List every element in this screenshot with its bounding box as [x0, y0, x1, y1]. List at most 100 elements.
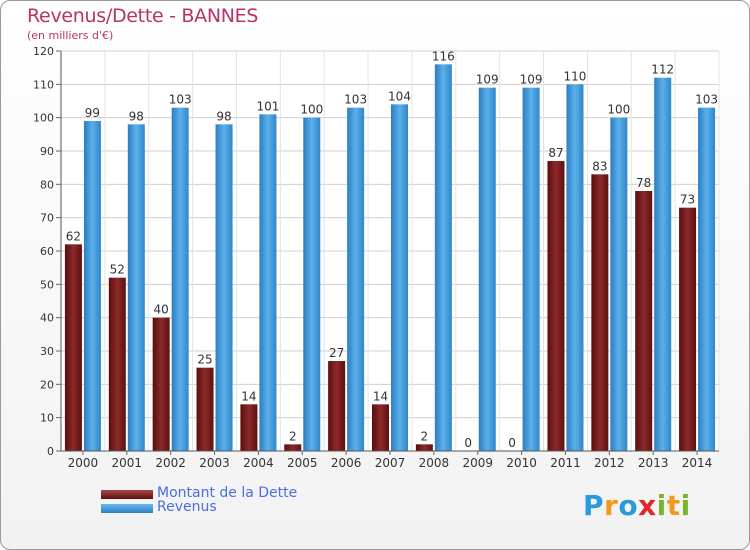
bar-revenus — [434, 64, 452, 452]
x-tick-label: 2009 — [462, 456, 493, 470]
bar-dette — [372, 404, 389, 451]
bar-dette — [635, 191, 653, 451]
bar-dette — [415, 444, 433, 451]
y-tick-label: 50 — [40, 278, 54, 291]
legend-label-revenus: Revenus — [157, 499, 217, 515]
bar-dette — [196, 367, 214, 451]
legend-label-dette: Montant de la Dette — [157, 485, 298, 501]
y-tick-label: 40 — [40, 312, 54, 325]
data-label-revenus: 116 — [432, 49, 455, 63]
x-tick-label: 2010 — [506, 456, 537, 470]
y-tick-label: 90 — [40, 145, 54, 158]
data-label-dette: 27 — [329, 346, 344, 360]
y-tick-label: 0 — [47, 445, 54, 458]
bar-dette — [679, 207, 697, 451]
grid-lines — [60, 50, 720, 452]
y-tick-label: 10 — [40, 412, 54, 425]
x-tick-label: 2005 — [287, 456, 318, 470]
x-tick-label: 2003 — [199, 456, 230, 470]
data-label-dette: 87 — [548, 146, 563, 160]
data-label-dette: 2 — [421, 429, 429, 443]
data-label-revenus: 103 — [344, 93, 367, 107]
x-tick-label: 2000 — [68, 456, 99, 470]
data-label-dette: 83 — [592, 159, 607, 173]
data-label-revenus: 109 — [476, 73, 499, 87]
x-tick-label: 2002 — [155, 456, 186, 470]
x-tick-label: 2013 — [638, 456, 669, 470]
bar-revenus — [127, 124, 145, 451]
y-tick-label: 60 — [40, 245, 54, 258]
bar-revenus — [698, 107, 716, 452]
data-label-dette: 25 — [197, 353, 212, 367]
y-tick-label: 20 — [40, 378, 54, 391]
bar-dette — [547, 161, 565, 451]
data-label-dette: 78 — [636, 176, 651, 190]
data-label-dette: 73 — [680, 193, 695, 207]
y-tick-label: 120 — [33, 45, 54, 58]
data-label-dette: 2 — [289, 429, 297, 443]
data-label-dette: 40 — [154, 303, 169, 317]
data-label-revenus: 98 — [129, 109, 144, 123]
proxiti-logo: Proxiti — [583, 489, 691, 522]
data-label-dette: 52 — [110, 263, 125, 277]
logo-letter: P — [583, 489, 605, 522]
x-tick-label: 2008 — [419, 456, 450, 470]
chart-title: Revenus/Dette - BANNES — [27, 5, 259, 27]
y-tick-label: 30 — [40, 345, 54, 358]
bar-dette — [240, 404, 258, 451]
data-label-dette: 0 — [464, 436, 472, 450]
bar-revenus — [303, 117, 321, 452]
x-tick-label: 2007 — [375, 456, 406, 470]
logo-letter: i — [656, 489, 667, 522]
data-label-revenus: 103 — [169, 93, 192, 107]
bar-revenus — [654, 77, 672, 452]
bar-revenus — [215, 124, 233, 451]
y-tick-label: 80 — [40, 178, 54, 191]
data-label-dette: 14 — [373, 389, 388, 403]
bar-dette — [328, 361, 346, 451]
bar-revenus — [478, 87, 496, 452]
data-label-revenus: 100 — [607, 103, 630, 117]
bar-revenus — [83, 121, 101, 451]
data-label-revenus: 98 — [216, 109, 231, 123]
data-label-revenus: 112 — [651, 63, 674, 77]
logo-letter: r — [604, 489, 619, 522]
data-labels: 62 99 52 98 40 103 25 98 14 101 2 100 27 103 14 104 2 116… — [66, 49, 718, 450]
bar-revenus — [391, 104, 408, 451]
bar-revenus — [522, 87, 540, 452]
bars — [64, 64, 716, 452]
data-label-revenus: 104 — [388, 89, 411, 103]
data-label-dette: 14 — [241, 389, 256, 403]
bar-dette — [64, 244, 82, 451]
data-label-revenus: 99 — [85, 106, 100, 120]
y-tick-label: 110 — [33, 78, 54, 91]
x-tick-label: 2012 — [594, 456, 625, 470]
bar-revenus — [171, 107, 189, 452]
bar-dette — [284, 444, 302, 451]
data-label-revenus: 110 — [564, 69, 587, 83]
x-tick-label: 2011 — [550, 456, 581, 470]
logo-letter: o — [618, 489, 639, 522]
chart-subtitle: (en milliers d'€) — [27, 29, 114, 42]
y-tick-label: 100 — [33, 112, 54, 125]
y-tick-label: 70 — [40, 212, 54, 225]
bar-dette — [108, 277, 126, 451]
data-label-dette: 0 — [508, 436, 516, 450]
x-tick-label: 2014 — [682, 456, 713, 470]
logo-letter: x — [638, 489, 657, 522]
bar-revenus — [610, 117, 628, 452]
x-tick-label: 2004 — [243, 456, 274, 470]
x-tick-label: 2001 — [112, 456, 143, 470]
data-label-revenus: 100 — [300, 103, 323, 117]
x-tick-label: 2006 — [331, 456, 362, 470]
bar-revenus — [347, 107, 365, 452]
legend-swatch-dette — [101, 490, 153, 499]
legend-swatch-revenus — [101, 504, 153, 513]
logo-letter: t — [666, 489, 681, 522]
data-label-revenus: 101 — [256, 99, 279, 113]
bar-dette — [591, 174, 609, 452]
data-label-revenus: 109 — [520, 73, 543, 87]
bar-revenus — [566, 84, 584, 451]
